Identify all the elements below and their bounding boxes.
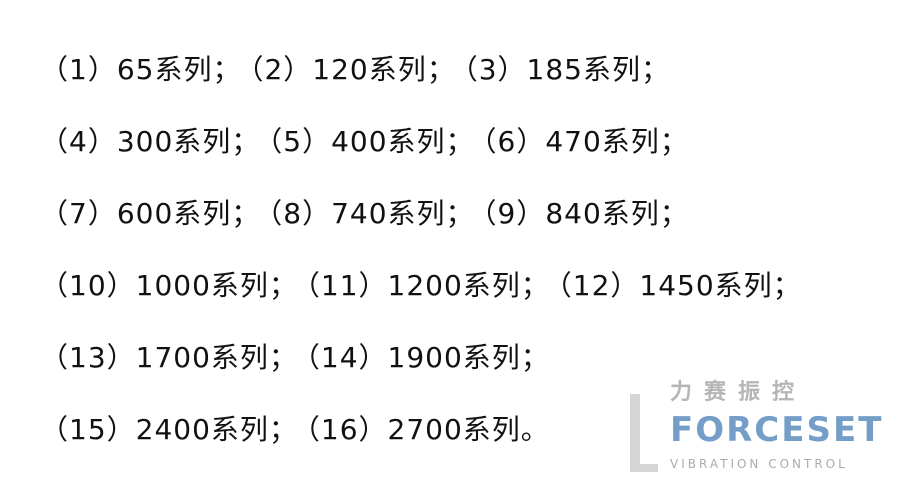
- list-item: （11）1200系列；: [305, 269, 550, 302]
- list-item: （12）1450系列；: [557, 269, 802, 302]
- list-item: （9）840系列；: [482, 197, 689, 230]
- list-item: （13）1700系列；: [40, 341, 298, 374]
- list-item: （6）470系列；: [482, 125, 689, 158]
- list-line: （4）300系列； （5）400系列； （6）470系列；: [40, 120, 810, 192]
- list-line: （10）1000系列； （11）1200系列； （12）1450系列；: [40, 264, 810, 336]
- list-item: （7）600系列；: [40, 197, 261, 230]
- list-item: （15）2400系列；: [40, 413, 298, 446]
- list-item: （8）740系列；: [268, 197, 475, 230]
- list-line: （13）1700系列； （14）1900系列；: [40, 336, 810, 408]
- list-item: （4）300系列；: [40, 125, 261, 158]
- list-item: （14）1900系列；: [305, 341, 550, 374]
- list-item: （5）400系列；: [268, 125, 475, 158]
- list-item: （2）120系列；: [249, 53, 456, 86]
- list-line: （1）65系列； （2）120系列； （3）185系列；: [40, 48, 810, 120]
- list-item: （16）2700系列。: [305, 413, 550, 446]
- list-line: （7）600系列； （8）740系列； （9）840系列；: [40, 192, 810, 264]
- list-item: （1）65系列；: [40, 53, 242, 86]
- list-line: （15）2400系列； （16）2700系列。: [40, 408, 810, 480]
- series-list: （1）65系列； （2）120系列； （3）185系列； （4）300系列； （5）40…: [40, 48, 810, 480]
- list-item: （10）1000系列；: [40, 269, 298, 302]
- list-item: （3）185系列；: [463, 53, 670, 86]
